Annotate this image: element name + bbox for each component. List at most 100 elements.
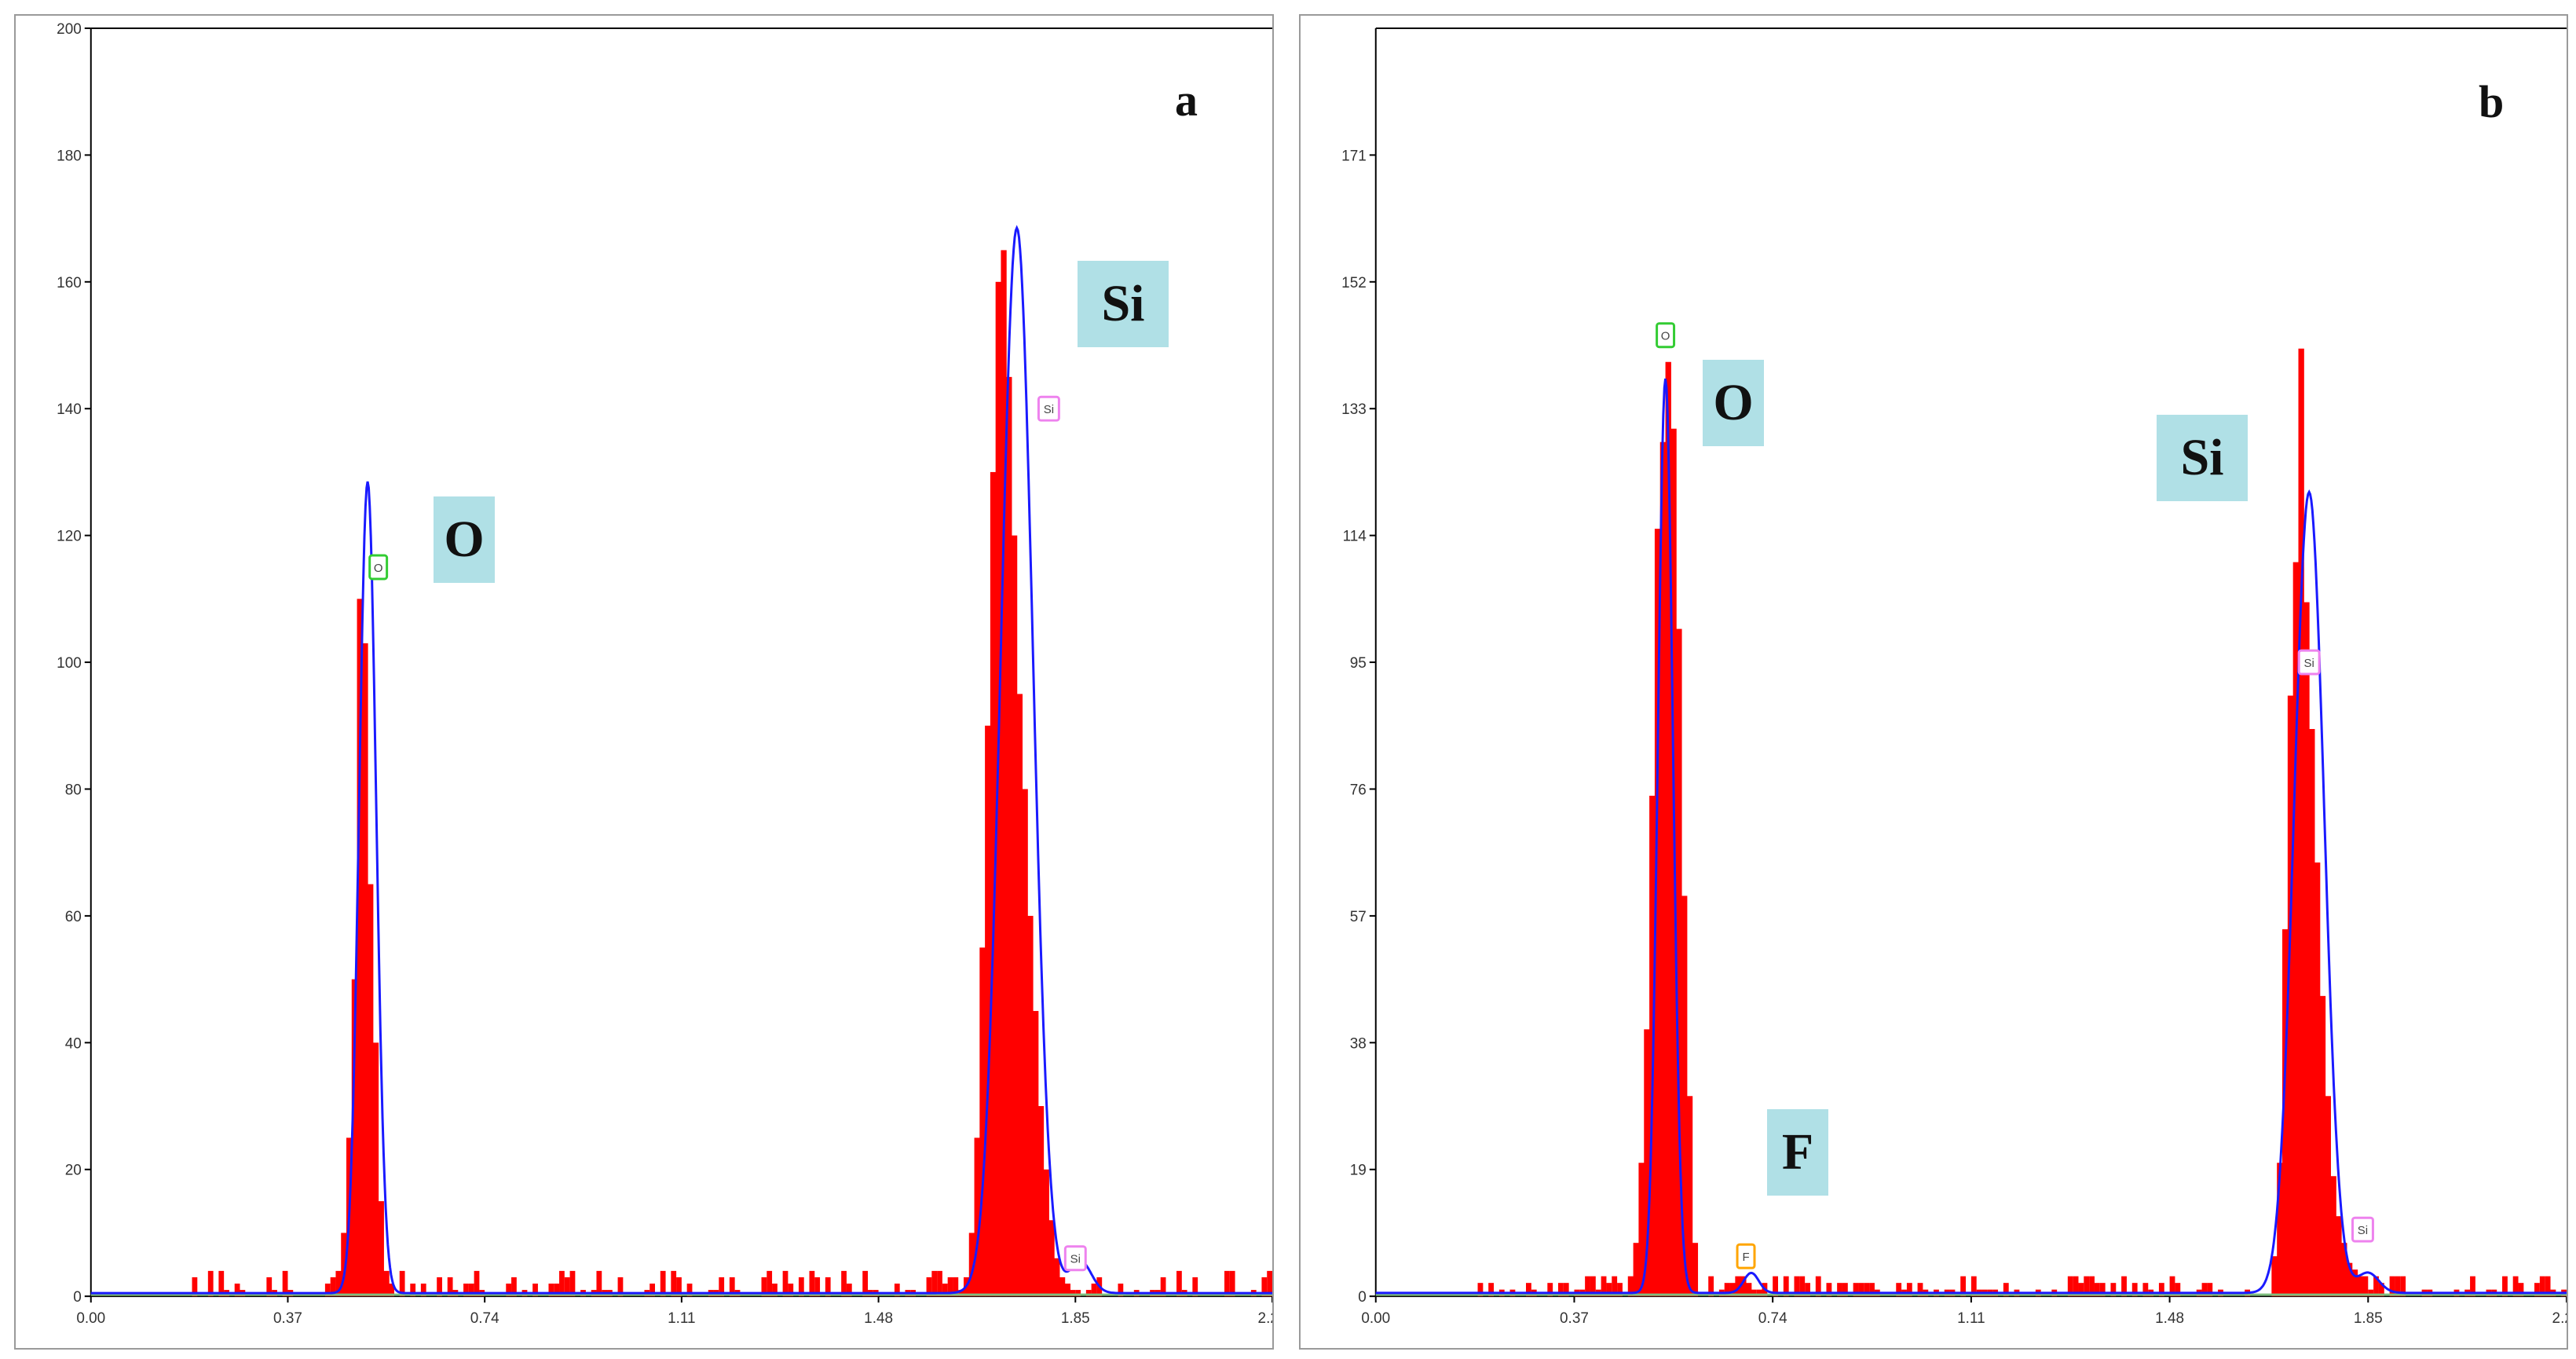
histogram-bar — [1681, 896, 1688, 1297]
noise-bar — [420, 1284, 426, 1297]
y-tick-label: 171 — [1341, 148, 1367, 164]
noise-bar — [1864, 1283, 1870, 1297]
element-marker — [368, 554, 389, 581]
histogram-bar — [968, 1233, 975, 1297]
noise-bar — [2512, 1276, 2519, 1297]
noise-bar — [1751, 1289, 1757, 1297]
noise-bar — [2175, 1283, 2181, 1297]
histogram-bar — [1686, 1096, 1693, 1297]
noise-bar — [399, 1270, 405, 1297]
x-tick-label: 1.85 — [2354, 1310, 2383, 1327]
y-tick-label: 120 — [57, 529, 82, 545]
noise-bar — [1724, 1283, 1730, 1297]
histogram-bar — [1033, 1010, 1039, 1297]
spectrum-panel-b: 0 19 38 57 76 95 114 133 152 171 0.00 0.37 0.74 1.11 1… — [1299, 14, 2568, 1350]
histogram-bar — [2351, 1269, 2358, 1297]
noise-bar — [1261, 1277, 1268, 1297]
noise-bar — [2395, 1276, 2401, 1297]
noise-bar — [2142, 1283, 2149, 1297]
noise-bar — [825, 1277, 831, 1297]
noise-bar — [1590, 1276, 1596, 1297]
histogram-bar — [2319, 995, 2326, 1297]
element-marker — [2297, 649, 2321, 676]
noise-bar — [474, 1270, 480, 1297]
element-marker — [1037, 395, 1060, 422]
histogram-bar — [974, 1137, 980, 1297]
noise-bar — [330, 1277, 336, 1297]
noise-bar — [1075, 1290, 1081, 1297]
histogram-bar — [1054, 1258, 1060, 1297]
noise-bar — [1229, 1270, 1235, 1297]
histogram-bar — [1676, 628, 1682, 1297]
element-marker-text: Si — [1070, 1253, 1081, 1266]
histogram-bar — [2314, 862, 2321, 1297]
y-tick-label: 114 — [1343, 529, 1367, 545]
noise-bar — [1826, 1283, 1832, 1297]
peak-label-f-b: F — [1767, 1109, 1828, 1196]
noise-bar — [282, 1270, 288, 1297]
noise-bar — [564, 1277, 570, 1297]
histogram-bar — [1059, 1277, 1066, 1297]
noise-bar — [410, 1284, 416, 1297]
noise-bar — [2534, 1283, 2540, 1297]
noise-bar — [2110, 1283, 2117, 1297]
noise-bar — [2362, 1276, 2369, 1297]
noise-bar — [931, 1270, 938, 1297]
histogram-bar — [357, 599, 363, 1297]
noise-bar — [1085, 1290, 1092, 1297]
noise-bar — [767, 1270, 773, 1297]
noise-bar — [1601, 1276, 1607, 1297]
histogram-bar — [990, 471, 997, 1297]
element-marker-text: Si — [1044, 403, 1054, 416]
histogram-bar — [2325, 1096, 2331, 1297]
histogram-bar — [2298, 348, 2304, 1297]
noise-bar — [862, 1270, 869, 1297]
histogram-bar — [1037, 1106, 1045, 1297]
noise-bar — [1960, 1276, 1967, 1297]
noise-bar — [814, 1277, 821, 1297]
panel-letter-b: b — [2479, 76, 2505, 127]
noise-bar — [218, 1270, 225, 1297]
noise-bar — [2099, 1283, 2106, 1297]
histogram-bar — [1692, 1243, 1699, 1297]
peak-label-si-b: Si — [2157, 415, 2248, 501]
y-tick-label: 200 — [57, 21, 82, 38]
noise-bar — [1773, 1276, 1779, 1297]
noise-bar — [389, 1284, 394, 1297]
noise-bar — [1070, 1290, 1076, 1297]
histogram-bar — [378, 1201, 384, 1297]
noise-bar — [1896, 1283, 1902, 1297]
x-tick-label: 0.37 — [273, 1310, 302, 1327]
noise-bar — [841, 1270, 847, 1297]
spectrum-chart-b: 0 19 38 57 76 95 114 133 152 171 0.00 0.37 0.74 1.11 1… — [1341, 27, 2567, 1327]
y-tick-label: 38 — [1350, 1035, 1367, 1052]
noise-bar — [1118, 1284, 1124, 1297]
peak-label-o-b: O — [1703, 360, 1764, 446]
noise-bar — [506, 1284, 512, 1297]
histogram-bar — [1740, 1276, 1747, 1297]
noise-bar — [798, 1277, 804, 1297]
histogram-bar — [335, 1270, 342, 1297]
y-tick-label: 140 — [57, 401, 82, 418]
noise-bar — [1267, 1270, 1272, 1297]
element-marker — [1656, 322, 1676, 349]
noise-bar — [1756, 1289, 1762, 1297]
spectrum-panel-a: 0 20 40 60 80 100 120 140 160 180 200 0.00 0.37 0.74 1… — [14, 14, 1274, 1350]
noise-bar — [1970, 1276, 1977, 1297]
noise-bar — [1617, 1283, 1623, 1297]
histogram-bar — [1627, 1276, 1634, 1297]
x-tick-label: 1.48 — [2155, 1310, 2184, 1327]
noise-bar — [2389, 1276, 2395, 1297]
noise-bar — [1557, 1283, 1564, 1297]
y-tick-label: 100 — [57, 655, 82, 672]
x-tick-label: 1.85 — [1061, 1310, 1090, 1327]
histogram-bar — [383, 1270, 390, 1297]
noise-bar — [1869, 1283, 1875, 1297]
noise-bar — [1606, 1283, 1612, 1297]
noise-bar — [1488, 1283, 1495, 1297]
noise-bar — [1176, 1270, 1182, 1297]
histogram-bar — [1006, 376, 1012, 1297]
element-marker-text: F — [1742, 1251, 1749, 1264]
noise-bar — [1708, 1276, 1714, 1297]
element-marker — [1063, 1245, 1087, 1272]
